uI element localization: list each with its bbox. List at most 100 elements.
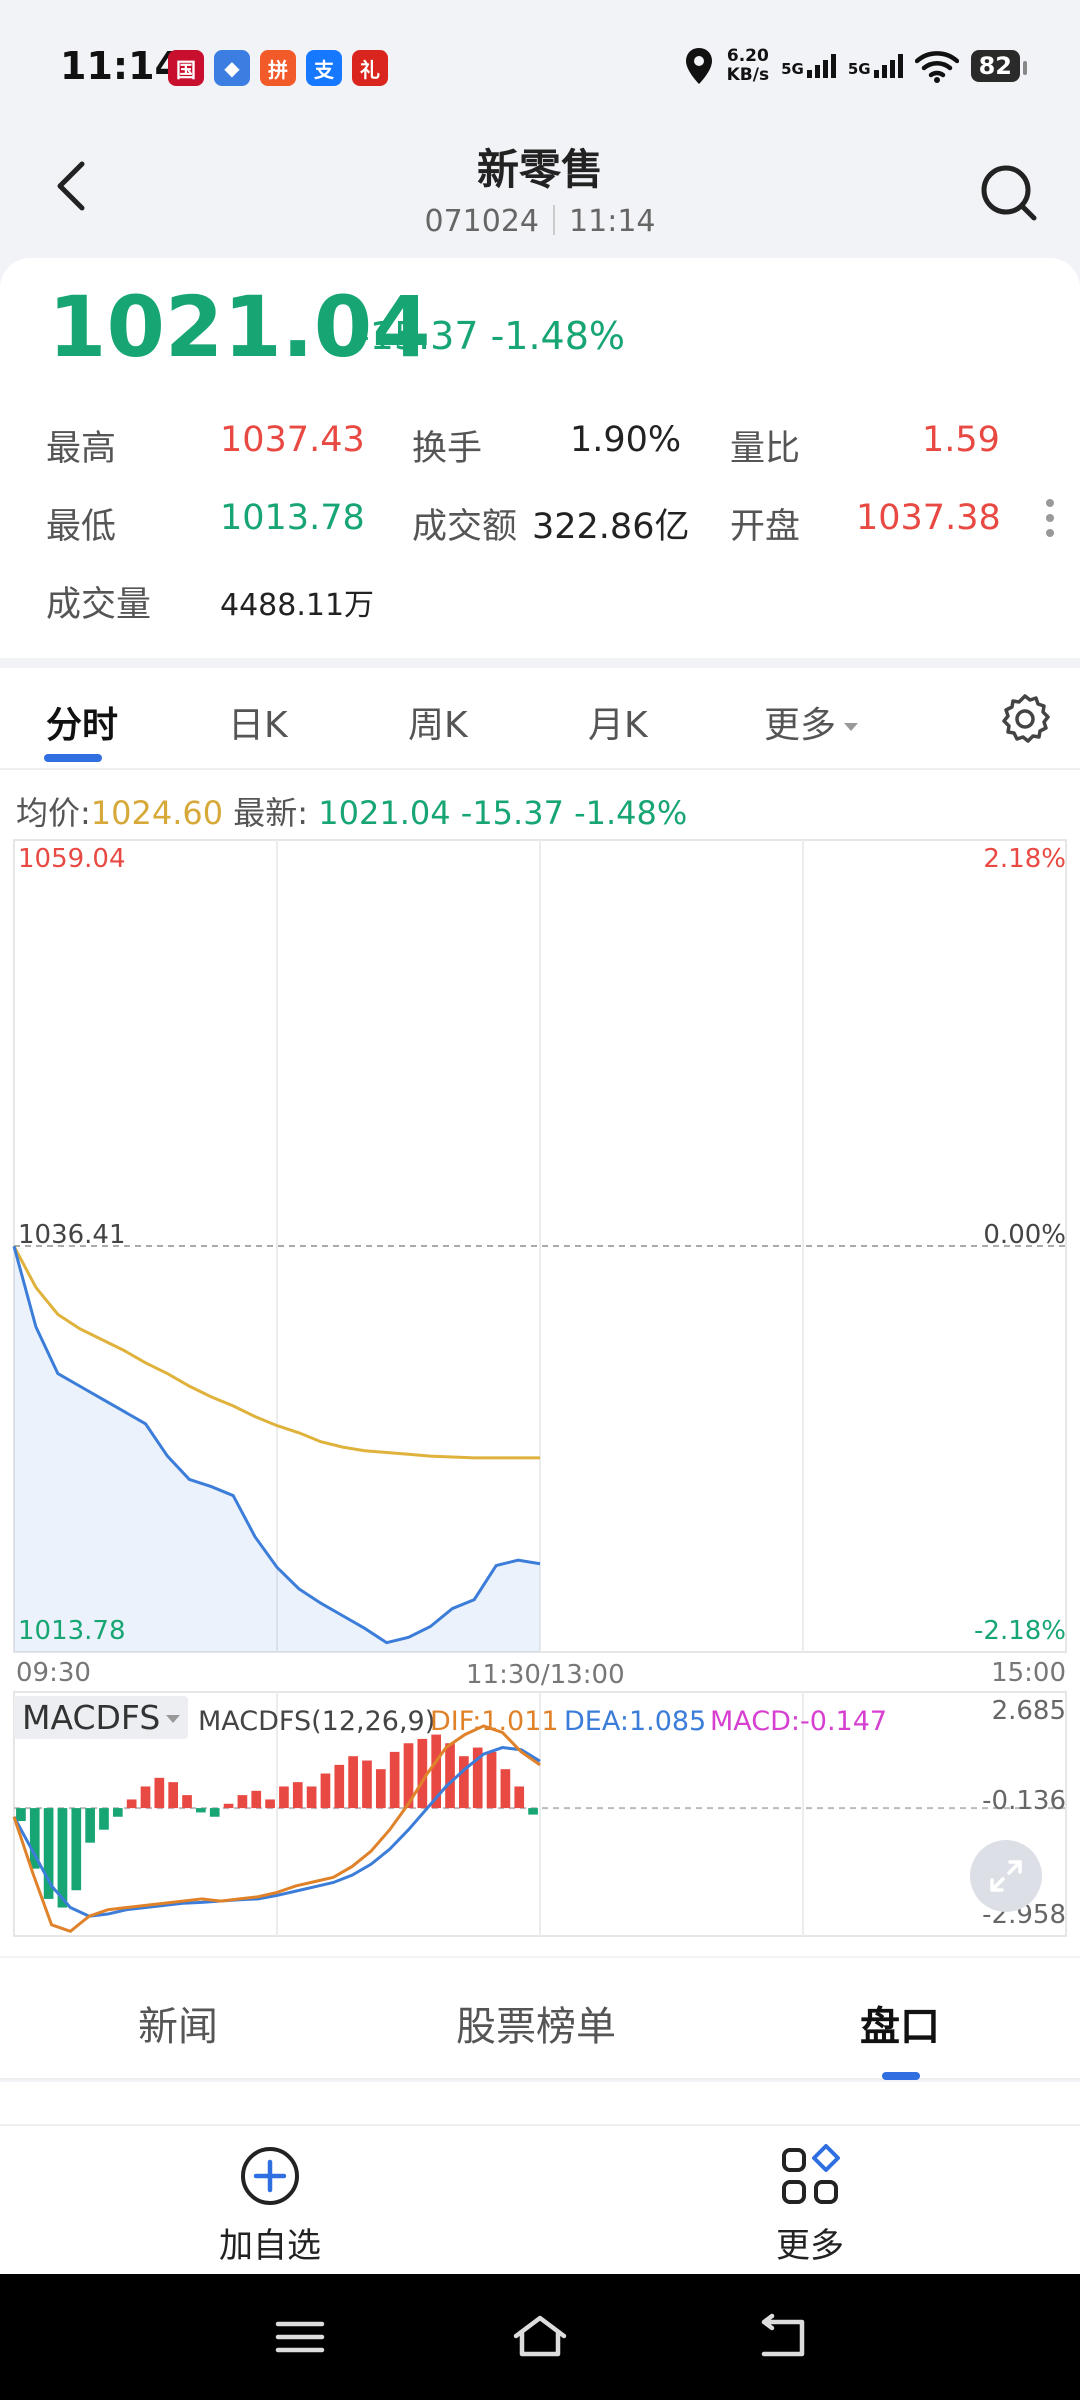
tab-order-book[interactable]: 盘口: [860, 2004, 940, 2050]
macd-y-top: 2.685: [991, 1696, 1066, 1726]
macd-hist-bar: [375, 1769, 386, 1809]
home-button[interactable]: [510, 2312, 570, 2362]
price-area-fill: [14, 1246, 540, 1652]
macd-hist-bar: [500, 1769, 511, 1809]
page-subtitle: 071024 11:14: [0, 204, 1080, 239]
search-icon: [981, 165, 1037, 221]
add-watchlist-button[interactable]: 加自选: [170, 2144, 370, 2267]
macd-hist-bar: [320, 1773, 331, 1809]
chevron-down-icon: [844, 723, 859, 731]
macd-hist-bar: [459, 1756, 469, 1809]
macd-hist-bar: [112, 1808, 123, 1817]
macd-params: MACDFS(12,26,9): [198, 1706, 436, 1737]
quote-time: 11:14: [569, 204, 656, 239]
macd-hist-bar: [348, 1756, 358, 1809]
add-watchlist-label: 加自选: [219, 2226, 321, 2266]
back-arrow-icon: [57, 161, 85, 211]
back-nav-button[interactable]: [752, 2312, 812, 2362]
indicator-select[interactable]: MACDFS: [14, 1696, 189, 1739]
dot: [1046, 499, 1054, 507]
price-line: [12, 1245, 541, 1645]
tab-news[interactable]: 新闻: [138, 2004, 218, 2050]
search-button[interactable]: [976, 160, 1040, 224]
more-actions-button[interactable]: 更多: [710, 2144, 910, 2267]
macd-hist-bar: [334, 1764, 345, 1809]
status-indicators: 6.20 KB/s 5G 5G 82: [683, 46, 1028, 86]
status-time: 11:14: [60, 44, 181, 88]
tab-intraday[interactable]: 分时: [46, 705, 119, 746]
intraday-chart[interactable]: [0, 668, 1080, 1956]
tab-more[interactable]: 更多: [764, 696, 859, 748]
location-icon: [685, 48, 712, 84]
macd-hist-bar: [486, 1751, 497, 1809]
chart-info-line: 均价:1024.60 最新: 1021.04 -15.37 -1.48%: [16, 788, 687, 834]
turnover-value: 1.90%: [570, 420, 682, 460]
tab-monthly-k[interactable]: 月K: [588, 705, 648, 746]
volume-ratio-label: 量比: [730, 429, 801, 469]
notification-icons: 国 ◆ 拼支礼: [168, 50, 388, 86]
gift-app-icon: 礼: [352, 50, 388, 86]
change-percent: -1.48%: [490, 314, 626, 358]
home-icon: [513, 2315, 567, 2357]
tab-daily-k[interactable]: 日K: [228, 705, 288, 746]
pinduoduo-app-icon: 拼: [260, 50, 296, 86]
net-speed: 6.20 KB/s: [727, 47, 769, 85]
chart-settings-button[interactable]: [998, 692, 1052, 746]
amount-label: 成交额: [412, 507, 518, 547]
bank-app-icon: 国: [168, 50, 204, 86]
wifi-icon: [914, 51, 959, 83]
fullscreen-button[interactable]: [970, 1840, 1042, 1912]
macd-hist-bar: [389, 1751, 400, 1809]
dea-line: [12, 1746, 541, 1918]
signal-bars-icon: [806, 54, 836, 78]
apps-grid-icon: [782, 2144, 840, 2204]
latest-change: -15.37: [460, 794, 564, 832]
macd-hist-bar: [196, 1808, 206, 1813]
high-label: 最高: [46, 429, 117, 469]
volume-label: 成交量: [46, 585, 152, 625]
macd-hist-bar: [528, 1808, 538, 1815]
open-label: 开盘: [730, 507, 801, 547]
y-axis-top-label: 1059.04: [18, 844, 126, 874]
dot: [1046, 529, 1054, 537]
back-button[interactable]: [44, 156, 104, 216]
tab-stock-ranking[interactable]: 股票榜单: [456, 2004, 616, 2050]
change-value: -15.37: [356, 314, 479, 358]
low-label: 最低: [46, 507, 117, 547]
open-value: 1037.38: [856, 498, 1001, 538]
page-title: 新零售: [476, 145, 603, 194]
tab-more-label: 更多: [764, 705, 837, 746]
macd-hist-bar: [472, 1747, 483, 1809]
macd-hist-bar: [29, 1808, 40, 1869]
y-axis-top-pct: 2.18%: [983, 844, 1066, 874]
x-axis-midday-label: 11:30/13:00: [466, 1660, 625, 1690]
macd-hist-bar: [417, 1738, 428, 1809]
expand-icon: [990, 1860, 1022, 1892]
avg-price-label: 均价:: [16, 794, 91, 832]
macd-hist-bar: [279, 1786, 289, 1809]
latest-label: 最新:: [233, 794, 309, 832]
menu-button[interactable]: [270, 2312, 330, 2362]
page-header: 新零售 071024 11:14: [0, 130, 1080, 260]
indicator-select-value: MACDFS: [22, 1698, 161, 1737]
tab-weekly-k[interactable]: 周K: [408, 705, 468, 746]
macd-hist-bar: [16, 1808, 26, 1822]
more-actions-label: 更多: [776, 2226, 844, 2266]
dot: [1046, 514, 1054, 522]
battery-indicator: 82: [970, 50, 1028, 82]
signal-sim1: 5G: [781, 54, 836, 78]
macd-hist-bar: [292, 1782, 303, 1809]
macd-hist-bar: [237, 1795, 248, 1809]
gear-icon: [1002, 694, 1050, 743]
low-value: 1013.78: [220, 498, 365, 538]
amount-value: 322.86亿: [532, 507, 690, 547]
more-stats-button[interactable]: [1040, 494, 1060, 544]
chevron-down-icon: [166, 1715, 181, 1723]
macd-hist-bar: [168, 1782, 179, 1809]
macd-hist-bar: [445, 1743, 455, 1809]
sim2-label: 5G: [847, 60, 871, 78]
macd-hist-bar: [306, 1786, 317, 1809]
system-nav-bar: [0, 2274, 1080, 2400]
macd-hist-bar: [182, 1795, 192, 1809]
macd-hist-bar: [85, 1808, 95, 1843]
